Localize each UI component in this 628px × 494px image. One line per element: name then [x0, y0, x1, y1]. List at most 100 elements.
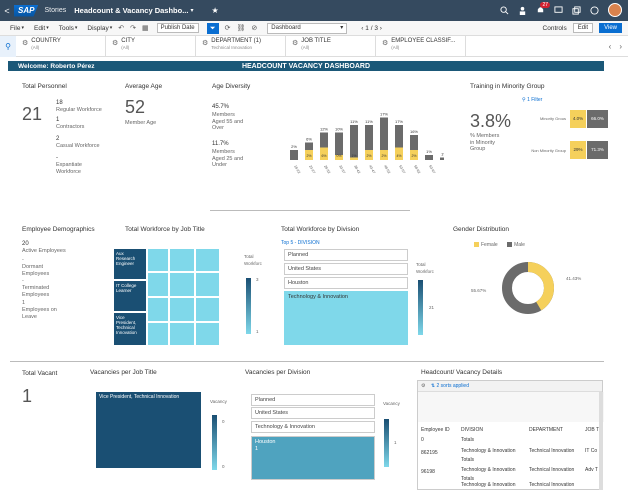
- treemap-tile[interactable]: [147, 248, 169, 272]
- settings-icon[interactable]: ⚙: [421, 383, 426, 389]
- bar-inner-label: 2%: [366, 154, 371, 158]
- age-bar: [350, 125, 358, 160]
- table-cell: Totals: [461, 457, 475, 463]
- scroll-right-icon[interactable]: ›: [619, 41, 622, 51]
- publish-date-button[interactable]: Publish Date: [156, 23, 199, 33]
- chevron-down-icon[interactable]: ▾: [190, 8, 194, 14]
- treemap-tile[interactable]: [195, 248, 220, 272]
- female-pct: 41.43%: [566, 276, 582, 281]
- table-cell: Technology & Innovation: [461, 467, 516, 473]
- next-page-icon[interactable]: ›: [379, 24, 382, 32]
- treemap-tile[interactable]: [195, 297, 220, 322]
- filter-employee-classification[interactable]: ⚙ EMPLOYEE CLASSIF... (All): [376, 35, 466, 57]
- color-legend: [418, 280, 423, 335]
- personnel-count: 18: [56, 100, 63, 106]
- treemap-tile[interactable]: [169, 322, 195, 346]
- prev-page-icon[interactable]: ‹: [361, 24, 364, 32]
- color-legend: [212, 415, 217, 470]
- age-over-55-label: Members Aged 55 and Over: [212, 112, 244, 131]
- person-icon[interactable]: [518, 6, 527, 15]
- filter-value: (All): [121, 44, 130, 50]
- treemap-tile[interactable]: Aux Research Engineer: [113, 248, 147, 280]
- insert-icon[interactable]: ▦: [142, 25, 149, 32]
- tick-label: 53-57: [398, 165, 406, 175]
- controls-button[interactable]: Controls: [542, 24, 567, 32]
- page-select[interactable]: Dashboard ▾: [267, 22, 348, 34]
- table-cell: Technical Innovation: [529, 448, 575, 454]
- notifications-button[interactable]: 27: [536, 1, 550, 16]
- female-label: Female: [481, 242, 498, 248]
- sorts-applied[interactable]: 2 sorts applied: [436, 383, 469, 389]
- menu-display[interactable]: Display: [87, 24, 109, 32]
- division-item[interactable]: Houston: [284, 277, 408, 289]
- treemap-tile[interactable]: [169, 272, 195, 297]
- edit-button[interactable]: Edit: [572, 23, 594, 33]
- male-pct: 55.67%: [471, 288, 487, 293]
- star-icon[interactable]: ★: [211, 6, 219, 15]
- link-icon[interactable]: ⛓: [236, 25, 246, 32]
- filter-city[interactable]: ⚙ CITY (All): [106, 35, 196, 57]
- back-button[interactable]: <: [4, 5, 10, 16]
- division-item-selected[interactable]: Technology & Innovation: [284, 291, 408, 345]
- vac-division-item[interactable]: Technology & Innovation: [251, 421, 375, 433]
- undo-icon[interactable]: ↶: [118, 25, 125, 32]
- copy-icon[interactable]: [572, 5, 581, 15]
- vac-division-item[interactable]: Planned: [251, 394, 375, 406]
- gender-donut-chart: [502, 262, 554, 314]
- vac-division-item[interactable]: United States: [251, 407, 375, 419]
- column-header[interactable]: JOB T: [585, 427, 600, 433]
- treemap-tile[interactable]: [147, 322, 169, 346]
- chat-icon[interactable]: [554, 5, 563, 15]
- story-title[interactable]: Headcount & Vacancy Dashbo...: [74, 6, 189, 15]
- legend-b: 0: [222, 464, 225, 469]
- breadcrumb-stories[interactable]: Stories: [44, 7, 67, 14]
- table-cell: Technical Innovation: [529, 482, 575, 488]
- column-header[interactable]: DIVISION: [461, 427, 483, 433]
- legend-title: Total Workforc: [416, 262, 434, 274]
- vertical-scrollbar[interactable]: [599, 392, 603, 490]
- gear-icon: ⚙: [382, 39, 389, 47]
- menu-edit[interactable]: Edit: [34, 24, 46, 32]
- age-over-55-pct: 45.7%: [212, 104, 230, 110]
- help-icon[interactable]: [590, 5, 599, 15]
- treemap-tile[interactable]: [169, 297, 195, 322]
- column-header[interactable]: Employee ID: [421, 427, 450, 433]
- female-swatch: [474, 242, 479, 248]
- view-button[interactable]: View: [599, 23, 622, 33]
- treemap-tile[interactable]: Vice President, Technical Innovation: [113, 312, 147, 346]
- bar-label: 1%: [426, 149, 432, 154]
- column-header[interactable]: DEPARTMENT: [529, 427, 563, 433]
- redo-icon[interactable]: ↷: [130, 25, 136, 32]
- filter-country[interactable]: ⚙ COUNTRY (All): [16, 35, 106, 57]
- minority-filter[interactable]: ⚲ 1 Filter: [522, 97, 542, 103]
- treemap-tile[interactable]: [147, 297, 169, 322]
- treemap-tile[interactable]: [169, 248, 195, 272]
- avatar[interactable]: [608, 3, 622, 17]
- treemap-tile[interactable]: [195, 322, 220, 346]
- menu-tools[interactable]: Tools: [58, 24, 74, 32]
- search-icon[interactable]: [500, 5, 509, 15]
- treemap-tile[interactable]: [147, 272, 169, 297]
- compass-icon[interactable]: ⊘: [251, 25, 258, 32]
- filter-panel-icon[interactable]: ⚲: [0, 35, 16, 57]
- refresh-icon[interactable]: ⟳: [224, 25, 231, 32]
- filter-department[interactable]: ⚙ DEPARTMENT (1) Technical Innovation: [196, 35, 286, 57]
- bar-label: 11%: [365, 119, 373, 124]
- menu-file[interactable]: File: [10, 24, 21, 32]
- treemap-tile[interactable]: [195, 272, 220, 297]
- table-cell: 0: [421, 437, 424, 443]
- treemap-tile[interactable]: Vice President, Technical Innovation: [95, 391, 202, 469]
- scroll-left-icon[interactable]: ‹: [608, 41, 612, 51]
- division-item[interactable]: Planned: [284, 249, 408, 261]
- personnel-label: Casual Workforce: [56, 143, 100, 149]
- vac-division-selected[interactable]: Houston 1: [251, 436, 375, 480]
- filter-job-title[interactable]: ⚙ JOB TITLE (All): [286, 35, 376, 57]
- minority-bar-b: 71.3%: [587, 141, 608, 159]
- dashboard-heading: HEADCOUNT VACANCY DASHBOARD: [241, 62, 371, 70]
- age-under-25-pct: 11.7%: [212, 141, 229, 147]
- filter-icon[interactable]: ⏷: [206, 22, 219, 34]
- sort-icon[interactable]: ⇅: [430, 383, 436, 389]
- treemap-tile[interactable]: IT College Learner: [113, 280, 147, 312]
- gender-legend: Female Male: [474, 242, 525, 249]
- division-item[interactable]: United States: [284, 263, 408, 275]
